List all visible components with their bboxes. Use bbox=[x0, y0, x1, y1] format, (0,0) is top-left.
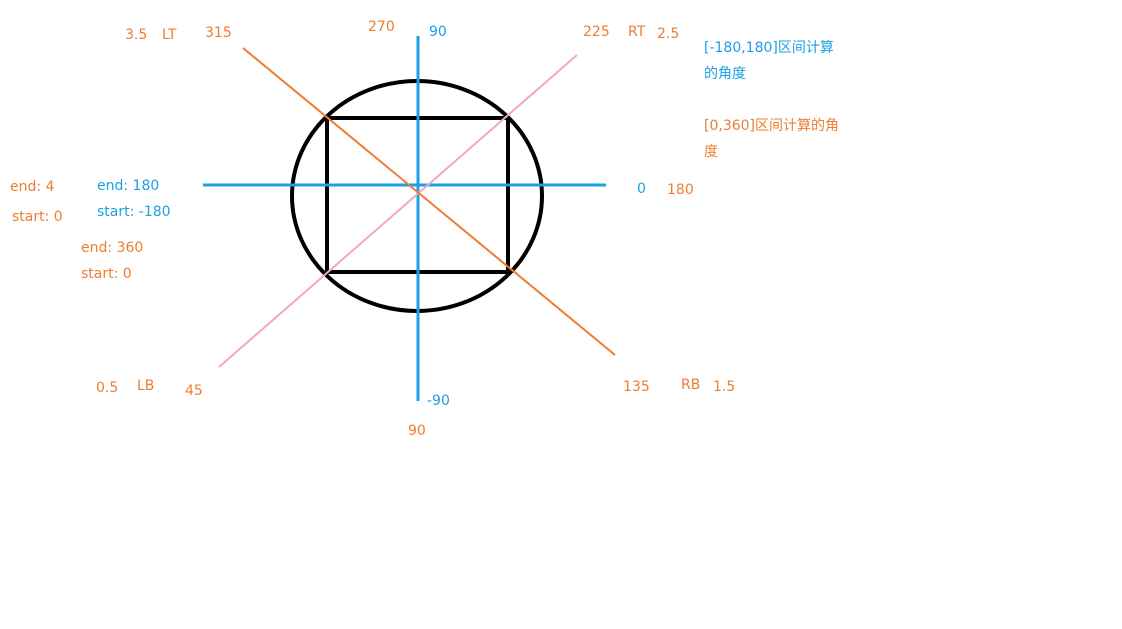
top-orange-angle: 270 bbox=[368, 19, 395, 35]
legend-orange-line2: 度 bbox=[704, 144, 718, 160]
pink-diagonal bbox=[218, 54, 578, 368]
orange-diagonal bbox=[242, 47, 616, 356]
orange-end-360: end: 360 bbox=[81, 240, 144, 256]
orange-start-360-range: start: 0 bbox=[81, 266, 132, 282]
blue-start-minus-180: start: -180 bbox=[97, 204, 171, 220]
bottom-orange-angle: 90 bbox=[408, 423, 426, 439]
lt-angle: 315 bbox=[205, 25, 232, 41]
right-blue-angle: 0 bbox=[637, 181, 646, 197]
rt-name: RT bbox=[628, 24, 646, 40]
blue-end-180: end: 180 bbox=[97, 178, 160, 194]
lt-name: LT bbox=[162, 27, 177, 43]
rt-angle: 225 bbox=[583, 24, 610, 40]
legend-blue-line1: [-180,180]区间计算 bbox=[704, 40, 834, 56]
lb-name: LB bbox=[137, 378, 155, 394]
rt-value: 2.5 bbox=[657, 26, 680, 42]
rb-angle: 135 bbox=[623, 379, 650, 395]
lb-value: 0.5 bbox=[96, 380, 119, 396]
rb-name: RB bbox=[681, 377, 701, 393]
bottom-blue-angle: -90 bbox=[427, 393, 450, 409]
top-blue-angle: 90 bbox=[429, 24, 447, 40]
orange-start-0: start: 0 bbox=[12, 209, 63, 225]
rb-value: 1.5 bbox=[713, 379, 736, 395]
lb-angle: 45 bbox=[185, 383, 203, 399]
orange-end-4: end: 4 bbox=[10, 179, 55, 195]
lt-value: 3.5 bbox=[125, 27, 148, 43]
legend-blue-line2: 的角度 bbox=[704, 66, 746, 82]
right-orange-angle: 180 bbox=[667, 182, 694, 198]
legend-orange-line1: [0,360]区间计算的角 bbox=[704, 118, 840, 134]
